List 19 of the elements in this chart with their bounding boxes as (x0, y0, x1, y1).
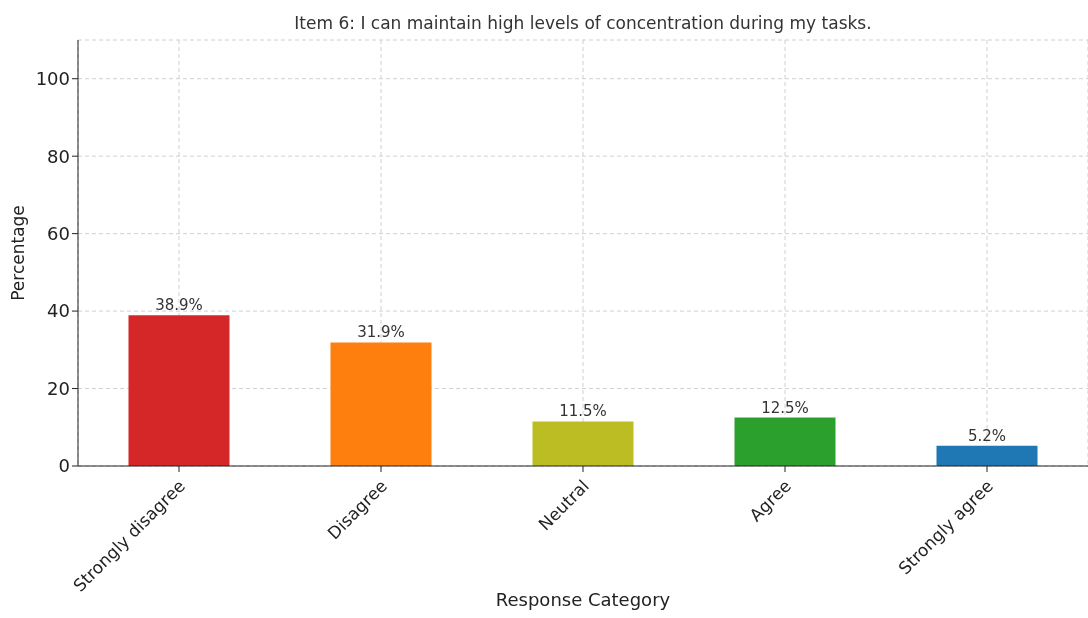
bar (128, 315, 230, 466)
data-label: 38.9% (155, 296, 203, 315)
data-label: 5.2% (967, 426, 1007, 445)
x-axis-title: Response Category (495, 589, 671, 610)
y-tick-label: 20 (47, 377, 70, 399)
bar (532, 421, 634, 466)
data-label: 31.9% (357, 323, 405, 342)
y-tick-label: 60 (47, 223, 70, 245)
y-axis-title: Percentage (8, 205, 29, 301)
data-label: 12.5% (761, 398, 809, 417)
y-tick-label: 40 (47, 300, 70, 322)
data-label: 11.5% (559, 402, 607, 421)
y-tick-label: 80 (47, 145, 70, 167)
bar (734, 417, 836, 466)
y-tick-label: 0 (58, 455, 70, 477)
bar (936, 445, 1038, 466)
y-tick-label: 100 (35, 68, 70, 90)
chart-title: Item 6: I can maintain high levels of concentration during my tasks. (293, 12, 873, 35)
bar (330, 342, 432, 466)
